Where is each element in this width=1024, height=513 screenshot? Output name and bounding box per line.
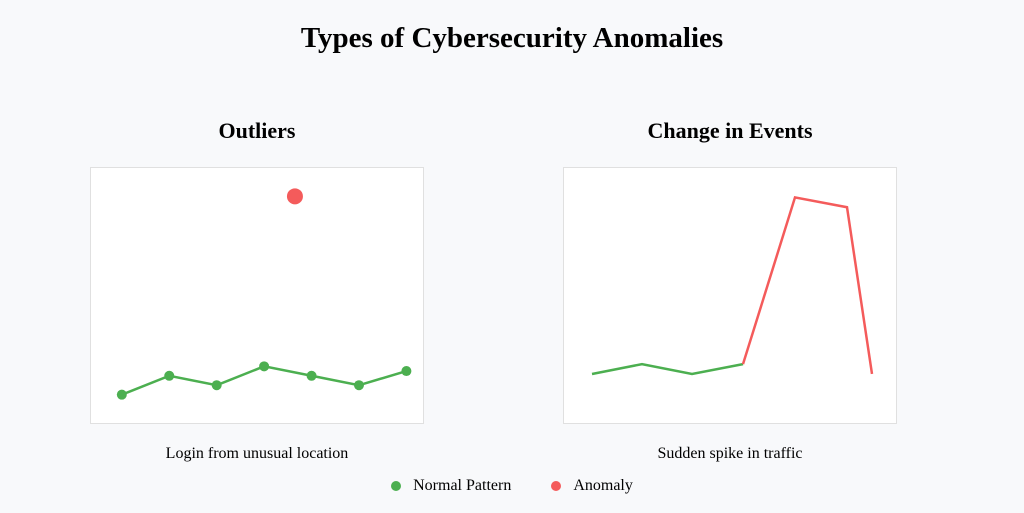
events-anomaly-line: [741, 195, 874, 375]
outliers-normal-point-2: [164, 370, 175, 381]
outliers-normal-point-1: [116, 389, 127, 400]
outliers-plot: [116, 188, 412, 400]
events-panel: [563, 167, 897, 424]
legend-label-normal: Normal Pattern: [413, 477, 512, 494]
legend-item-normal: Normal Pattern: [391, 477, 511, 495]
legend-item-anomaly: Anomaly: [551, 477, 633, 495]
normal-pattern-dot-icon: [391, 481, 402, 491]
outliers-normal-point-4: [259, 361, 270, 372]
outliers-title: Outliers: [218, 118, 296, 143]
legend: Normal Pattern Anomaly: [0, 477, 1024, 495]
events-normal-line: [591, 362, 744, 376]
outliers-normal-point-6: [353, 380, 364, 391]
outliers-anomaly-point: [286, 188, 303, 205]
events-title: Change in Events: [647, 118, 813, 143]
events-plot: [591, 195, 874, 376]
page-title: Types of Cybersecurity Anomalies: [300, 22, 724, 54]
outliers-normal-point-5: [306, 370, 317, 381]
anomaly-dot-icon: [551, 481, 562, 491]
legend-label-anomaly: Anomaly: [573, 477, 633, 494]
events-caption: Sudden spike in traffic: [657, 445, 803, 462]
outliers-normal-point-7: [401, 366, 412, 377]
outliers-normal-point-3: [211, 380, 222, 391]
outliers-panel: [90, 167, 424, 424]
outliers-caption: Login from unusual location: [165, 445, 349, 462]
